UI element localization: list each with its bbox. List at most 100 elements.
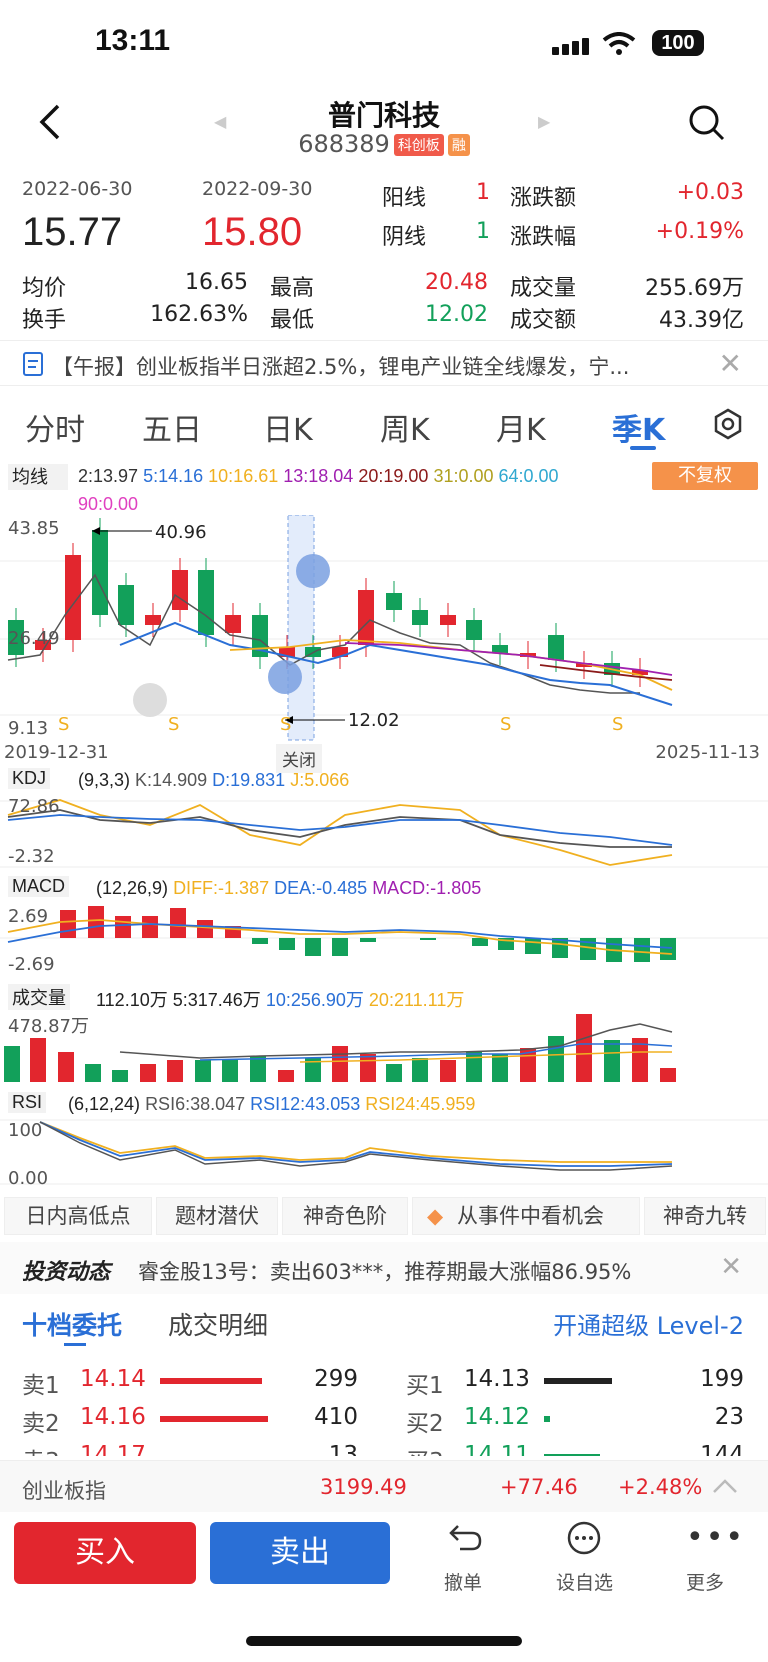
invest-bar[interactable]: 投资动态 睿金股13号：卖出603***，推荐期最大涨幅86.95% ✕ [0, 1242, 768, 1294]
k-start-date: 2019-12-31 [4, 742, 109, 763]
tab-timeshare[interactable]: 分时 [25, 413, 85, 448]
yin-label: 阴线 [382, 225, 427, 250]
tab-order-book[interactable]: 十档委托 [22, 1311, 123, 1340]
vol-value-legend: 112.10万 [96, 990, 168, 1010]
rsi-selector[interactable]: RSI [8, 1092, 47, 1113]
volume-selector[interactable]: 成交量 [8, 984, 70, 1010]
kdj-d: D:19.831 [212, 770, 286, 790]
rsi-chart [0, 1119, 768, 1185]
tab-five-day[interactable]: 五日 [142, 413, 202, 448]
macd-chart [0, 906, 768, 962]
sell-volume: 13 [328, 1442, 358, 1456]
index-ticker[interactable]: 创业板指 3199.49 +77.46 +2.48% [0, 1460, 768, 1512]
vol-ma5: 5:317.46万 [172, 990, 261, 1010]
adjust-button[interactable]: 不复权 [652, 462, 758, 490]
k-ymid: 26.49 [8, 628, 60, 649]
feature-nine[interactable]: 神奇九转 [644, 1197, 766, 1235]
invest-text: 睿金股13号：卖出603***，推荐期最大涨幅86.95% [138, 1260, 632, 1284]
tab-quarter-k[interactable]: 季K [612, 413, 666, 448]
home-indicator [246, 1636, 522, 1646]
news-bar[interactable]: 【午报】创业板指半日涨超2.5%，锂电产业链全线爆发，宁... ✕ [0, 340, 768, 386]
buy-bar [544, 1454, 600, 1456]
more-button[interactable]: 更多 [686, 1572, 725, 1594]
macd-selector[interactable]: MACD [8, 876, 69, 897]
s-marker: S [168, 714, 180, 735]
macd-bar [420, 938, 436, 940]
feature-intraday[interactable]: 日内高低点 [4, 1197, 152, 1235]
macd-bar [472, 938, 488, 946]
ma-selector[interactable]: 均线 [8, 464, 68, 490]
sell-price: 14.14 [80, 1366, 146, 1392]
vol-label: 成交量 [510, 276, 577, 301]
macd-bar [252, 938, 268, 944]
macd-bar [88, 906, 104, 938]
back-icon[interactable] [38, 104, 62, 140]
buy-volume: 199 [700, 1366, 744, 1392]
ma20: 20:19.00 [358, 466, 429, 486]
macd-params: (12,26,9) [96, 878, 169, 898]
tab-day-k[interactable]: 日K [263, 413, 313, 448]
macd-bar [580, 938, 596, 960]
more-icon[interactable]: ••• [686, 1520, 746, 1555]
tab-month-k[interactable]: 月K [496, 413, 546, 448]
ma2: 2:13.97 [78, 466, 139, 486]
cancel-order-button[interactable]: 撤单 [444, 1572, 483, 1594]
close-icon[interactable]: ✕ [718, 347, 742, 380]
index-change: +77.46 [500, 1475, 578, 1499]
feature-event[interactable]: ◆ 从事件中看机会 [412, 1197, 640, 1235]
level2-link[interactable]: 开通超级 Level-2 [553, 1312, 744, 1340]
signal-icon [552, 36, 592, 55]
next-stock-icon[interactable]: ▶ [538, 112, 551, 131]
index-percent: +2.48% [618, 1475, 703, 1499]
macd-bar [197, 920, 213, 938]
status-time: 13:11 [95, 24, 171, 57]
feature-color[interactable]: 神奇色阶 [282, 1197, 408, 1235]
buy-label: 买2 [406, 1411, 444, 1437]
kline-chart[interactable] [0, 514, 768, 745]
rsi-ymax: 100 [8, 1120, 43, 1141]
kdj-ymin: -2.32 [8, 846, 55, 867]
buy-label: 买1 [406, 1373, 444, 1399]
feature-theme[interactable]: 题材潜伏 [156, 1197, 278, 1235]
watchlist-icon[interactable] [566, 1520, 602, 1556]
invest-title: 投资动态 [22, 1260, 111, 1285]
close-icon[interactable]: ✕ [720, 1252, 742, 1282]
rsi-params: (6,12,24) [68, 1094, 141, 1114]
buy-price: 14.13 [464, 1366, 530, 1392]
chg-amt-value: +0.03 [676, 180, 744, 205]
amount-value: 43.39亿 [659, 308, 744, 333]
undo-icon[interactable] [448, 1520, 484, 1554]
tab-week-k[interactable]: 周K [380, 413, 430, 448]
ma-legend: 2:13.97 5:14.16 10:16.61 13:18.04 20:19.… [78, 466, 559, 487]
index-value: 3199.49 [320, 1475, 407, 1499]
volume-bar [440, 1060, 456, 1082]
macd-bar [525, 938, 541, 954]
tab-trade-detail[interactable]: 成交明细 [168, 1311, 269, 1340]
sell-price: 14.16 [80, 1404, 146, 1430]
s-marker: S [500, 714, 512, 735]
s-marker: S [58, 714, 70, 735]
macd-bar [142, 916, 158, 938]
volume-bar [278, 1070, 294, 1082]
buy-button[interactable]: 买入 [14, 1522, 196, 1584]
volume-bar [386, 1064, 402, 1082]
volume-bar [660, 1068, 676, 1082]
search-icon[interactable] [688, 104, 726, 142]
star-market-badge: 科创板 [393, 134, 444, 156]
high-annotation: 40.96 [155, 522, 207, 543]
price-current: 15.80 [202, 210, 303, 254]
macd-bar [115, 916, 131, 938]
yin-value: 1 [476, 219, 490, 244]
k-end-date: 2025-11-13 [655, 742, 760, 763]
settings-icon[interactable] [712, 408, 744, 440]
close-crosshair-button[interactable]: 关闭 [276, 744, 322, 773]
kdj-selector[interactable]: KDJ [8, 768, 51, 789]
chevron-up-icon[interactable] [712, 1477, 738, 1495]
add-watchlist-button[interactable]: 设自选 [556, 1572, 614, 1594]
sell-label: 卖1 [22, 1373, 60, 1399]
sell-price: 14.17 [80, 1442, 146, 1456]
prev-stock-icon[interactable]: ◀ [214, 112, 227, 131]
rsi12: RSI12:43.053 [250, 1094, 361, 1114]
sell-button[interactable]: 卖出 [210, 1522, 390, 1584]
volume-bar [604, 1040, 620, 1082]
